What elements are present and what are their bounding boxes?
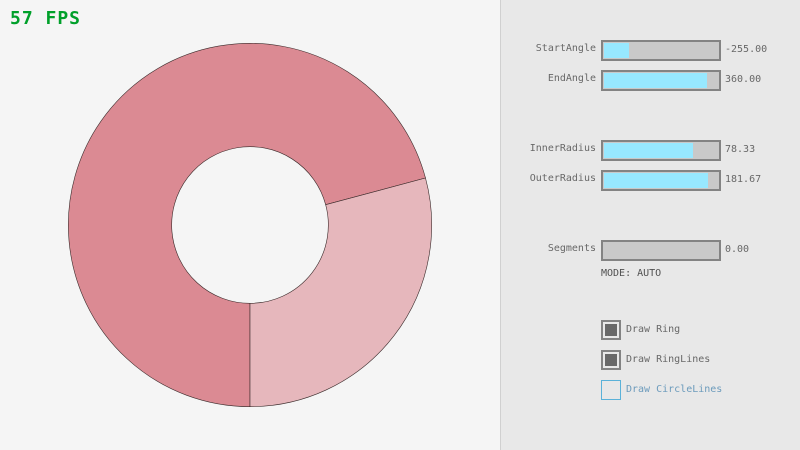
inner-radius-slider[interactable] (601, 140, 721, 161)
checkbox-label: Draw RingLines (626, 354, 711, 365)
ring-segment-light (249, 177, 432, 407)
end-angle-slider[interactable] (601, 70, 721, 91)
checkbox-label: Draw Ring (626, 324, 681, 335)
checkbox-box[interactable] (601, 350, 621, 370)
segments-slider[interactable] (601, 240, 721, 261)
outer-radius-slider[interactable] (601, 170, 721, 191)
slider-value: 78.33 (725, 144, 756, 155)
slider-label: Segments (547, 243, 596, 254)
slider-row-end-angle: EndAngle 360.00 (501, 70, 800, 91)
ring-segment-main (68, 43, 426, 407)
slider-value: 181.67 (725, 174, 762, 185)
slider-fill (604, 43, 629, 58)
draw-ringlines-checkbox[interactable]: Draw RingLines (601, 350, 761, 370)
slider-row-segments: Segments 0.00 (501, 240, 800, 261)
slider-value: -255.00 (725, 44, 768, 55)
checkbox-checked-mark (605, 324, 617, 336)
slider-label: EndAngle (547, 73, 596, 84)
slider-value: 360.00 (725, 74, 762, 85)
controls-panel: StartAngle -255.00 EndAngle 360.00 Inner… (500, 0, 800, 450)
start-angle-slider[interactable] (601, 40, 721, 61)
slider-value: 0.00 (725, 244, 750, 255)
slider-fill (604, 73, 707, 88)
checkbox-box[interactable] (601, 320, 621, 340)
checkbox-label: Draw CircleLines (626, 384, 723, 395)
draw-circlelines-checkbox[interactable]: Draw CircleLines (601, 380, 761, 400)
slider-label: InnerRadius (529, 143, 596, 154)
draw-ring-checkbox[interactable]: Draw Ring (601, 320, 761, 340)
slider-row-outer-radius: OuterRadius 181.67 (501, 170, 800, 191)
checkbox-box[interactable] (601, 380, 621, 400)
slider-row-start-angle: StartAngle -255.00 (501, 40, 800, 61)
slider-fill (604, 143, 694, 158)
mode-label: MODE: AUTO (601, 268, 662, 279)
ring-canvas (68, 43, 432, 407)
fps-counter: 57 FPS (10, 8, 82, 29)
slider-label: StartAngle (535, 43, 596, 54)
checkbox-checked-mark (605, 354, 617, 366)
slider-label: OuterRadius (529, 173, 596, 184)
slider-fill (604, 173, 708, 188)
slider-row-inner-radius: InnerRadius 78.33 (501, 140, 800, 161)
